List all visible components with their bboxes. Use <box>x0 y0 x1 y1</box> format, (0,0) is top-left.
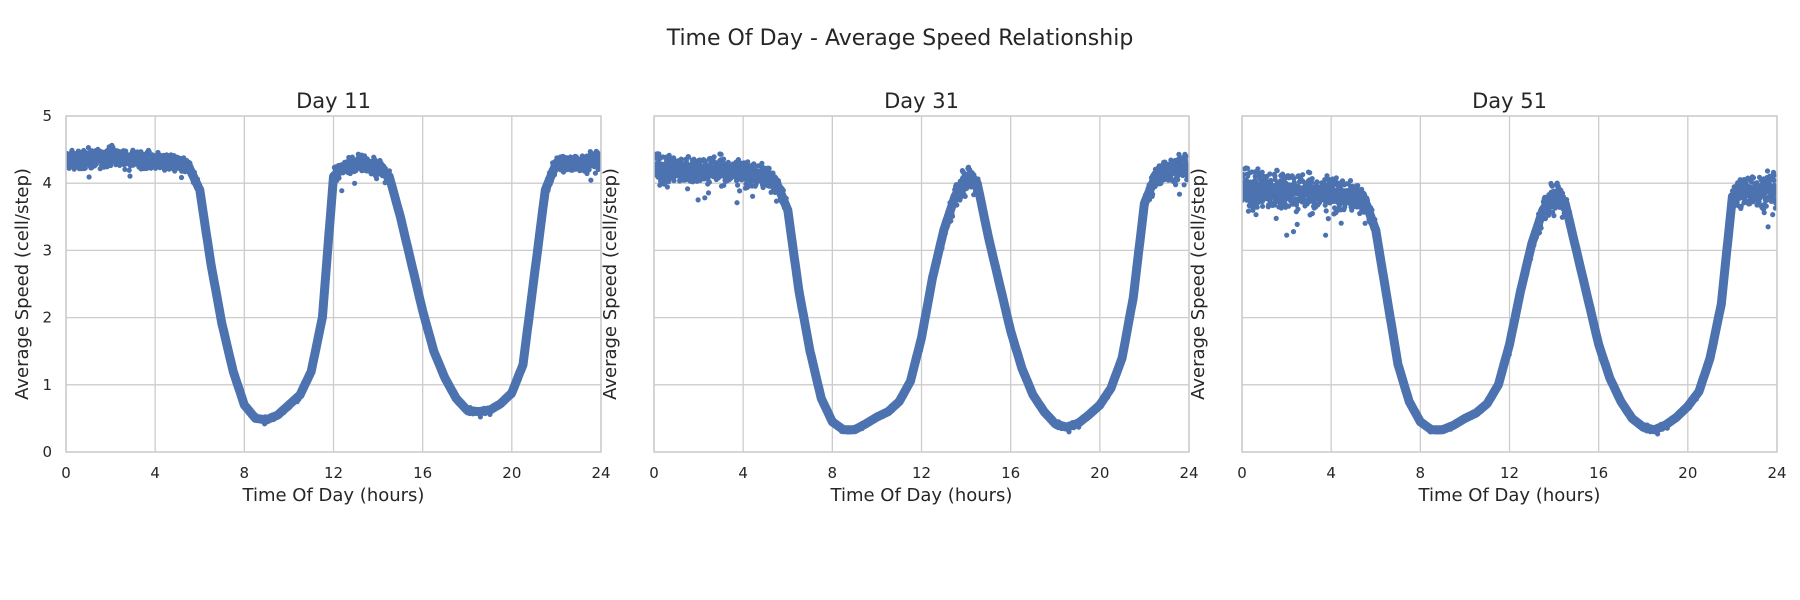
data-point <box>721 156 727 162</box>
y-axis-label: Average Speed (cell/step) <box>12 168 33 400</box>
y-tick-label: 0 <box>42 443 52 461</box>
data-point <box>737 188 743 194</box>
x-tick-label: 24 <box>591 464 610 482</box>
figure-title: Time Of Day - Average Speed Relationship <box>666 26 1134 51</box>
data-point <box>123 148 129 154</box>
data-point <box>671 178 677 184</box>
data-point <box>178 174 185 181</box>
data-point <box>695 197 701 203</box>
x-axis-label: Time Of Day (hours) <box>242 485 425 506</box>
x-tick-label: 20 <box>502 464 521 482</box>
data-point <box>85 145 91 151</box>
data-point <box>702 195 708 201</box>
data-point <box>766 165 772 171</box>
x-tick-label: 4 <box>150 464 160 482</box>
data-point <box>718 151 724 157</box>
y-tick-label: 4 <box>42 174 52 192</box>
data-point <box>588 177 594 183</box>
data-point <box>664 184 671 190</box>
data-point <box>759 160 765 166</box>
data-point <box>352 180 358 186</box>
data-point <box>122 166 128 172</box>
y-tick-label: 3 <box>42 241 52 259</box>
y-tick-label: 1 <box>42 376 52 394</box>
y-tick-label: 5 <box>42 107 52 125</box>
data-point <box>706 179 713 185</box>
data-point <box>735 182 741 188</box>
data-point <box>711 154 717 160</box>
x-tick-label: 16 <box>413 464 432 482</box>
x-tick-label: 8 <box>240 464 250 482</box>
data-point <box>725 159 731 165</box>
data-point <box>962 193 968 199</box>
x-tick-label: 12 <box>324 464 343 482</box>
data-point <box>374 176 380 182</box>
data-point <box>705 190 712 196</box>
data-point <box>339 188 345 194</box>
data-point <box>86 174 92 180</box>
data-point <box>126 167 132 173</box>
x-tick-label: 0 <box>61 464 71 482</box>
data-point <box>734 200 740 206</box>
data-point <box>127 173 133 179</box>
data-point <box>750 193 756 199</box>
y-tick-label: 2 <box>42 309 52 327</box>
data-point <box>146 149 152 155</box>
data-point <box>678 156 684 162</box>
subplot-title: Day 11 <box>296 89 371 113</box>
data-point <box>685 186 691 192</box>
